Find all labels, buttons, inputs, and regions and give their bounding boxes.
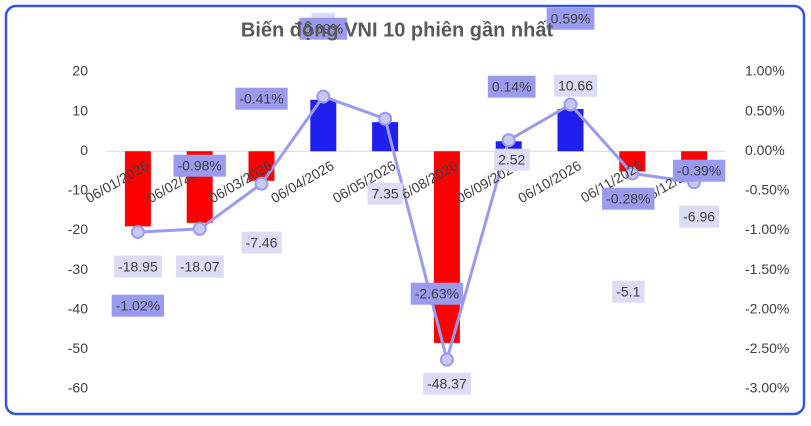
chart-title: Biến động VNI 10 phiên gần nhất (241, 19, 554, 41)
bar-label-box (494, 148, 530, 171)
line-label-box (299, 17, 348, 40)
line-label: 0.69% (303, 21, 343, 37)
bar-label-box (679, 205, 720, 228)
bar-label-box (114, 255, 162, 278)
bar-label-box (175, 255, 224, 278)
bar-label-box (367, 182, 403, 205)
line-label-box (410, 282, 464, 305)
chart-frame (4, 4, 806, 416)
bar-label: -18.95 (118, 259, 158, 275)
bar (124, 151, 151, 227)
y-tick-label: -50 (68, 340, 88, 356)
bar-label: -48.37 (427, 376, 467, 392)
line-label-box (546, 7, 595, 30)
bar-label: 7.35 (371, 186, 398, 202)
line-marker (439, 352, 454, 367)
line-label: -1.02% (116, 298, 160, 314)
line-label: -0.41% (239, 91, 283, 107)
y-tick-label: -10 (68, 182, 88, 198)
line-marker (378, 111, 393, 126)
y-tick-label: 10 (72, 102, 88, 118)
bar (248, 151, 275, 181)
line-label: -0.28% (606, 191, 650, 207)
line (137, 94, 695, 366)
y2-tick-label: 0.50% (745, 102, 785, 118)
y2-tick-label: -1.50% (745, 261, 789, 277)
y2-tick-label: 0.00% (745, 142, 785, 158)
line-label: -0.98% (178, 158, 222, 174)
y-tick-label: -40 (68, 300, 88, 316)
y-tick-label: -20 (68, 221, 88, 237)
y2-tick-label: -3.00% (745, 380, 789, 396)
y-tick-label: -30 (68, 261, 88, 277)
bar-label: -18.07 (180, 259, 220, 275)
line-marker (130, 225, 145, 240)
line-label-box (111, 294, 165, 317)
line-label: 0.59% (551, 11, 591, 27)
bar-label-box (423, 372, 471, 395)
bar-label-box (612, 280, 645, 303)
bar (433, 151, 460, 343)
line-label-box (672, 159, 726, 182)
line-marker (254, 176, 269, 191)
line-label-box (487, 75, 536, 98)
line-label: -2.63% (415, 286, 459, 302)
bar-label: -7.46 (246, 235, 278, 251)
line-marker (563, 97, 578, 112)
y-tick-label: 0 (80, 142, 88, 158)
y2-tick-label: -2.00% (745, 300, 789, 316)
line-marker (192, 221, 207, 236)
line-marker (316, 89, 331, 104)
line-label: -0.39% (677, 163, 721, 179)
line-label-box (173, 154, 226, 177)
line-label: 0.14% (492, 79, 532, 95)
bar (372, 122, 399, 152)
bar-label: 2.52 (498, 152, 525, 168)
line-marker (501, 133, 516, 148)
bar-label-box (553, 74, 598, 97)
y-tick-label: 20 (72, 63, 88, 79)
y2-tick-label: -2.50% (745, 340, 789, 356)
y2-tick-label: -1.00% (745, 221, 789, 237)
bar-label: -6.96 (683, 209, 715, 225)
line-label-box (235, 87, 288, 110)
y2-tick-label: 1.00% (745, 63, 785, 79)
y-tick-label: -60 (68, 380, 88, 396)
y2-tick-label: -0.50% (745, 182, 789, 198)
bar-label: -5.1 (616, 284, 640, 300)
line-label-box (602, 187, 655, 210)
line-marker (625, 166, 640, 181)
bar-label: 10.66 (558, 78, 593, 94)
bar-label-box (241, 231, 282, 254)
